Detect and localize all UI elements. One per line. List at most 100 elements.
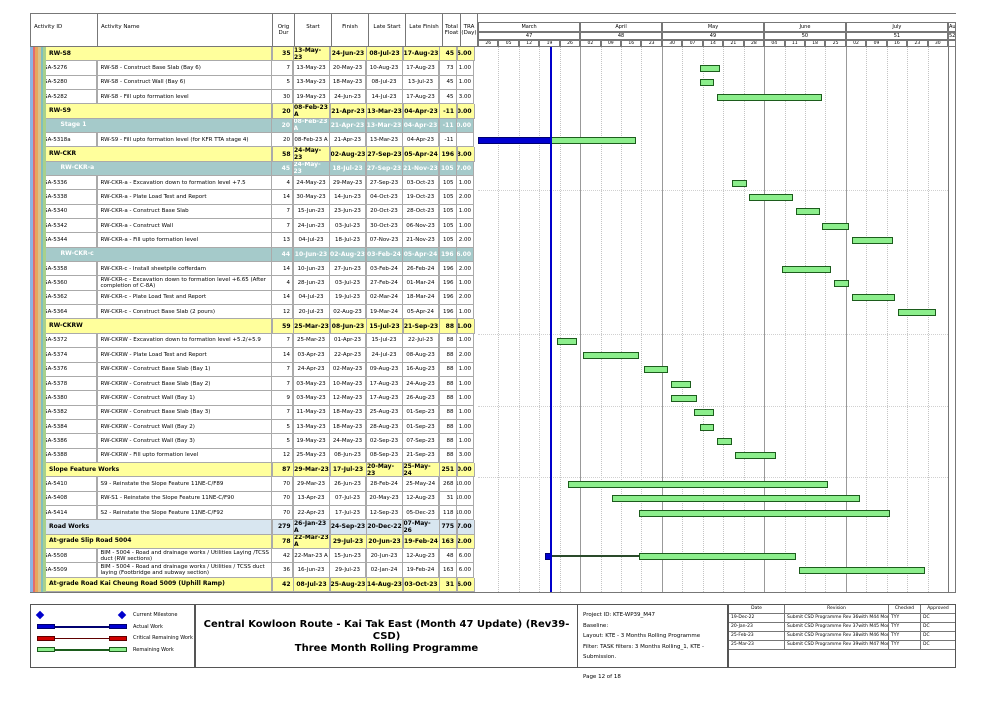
programme-title-line1: Central Kowloon Route - Kai Tak East (Mo… — [203, 619, 570, 642]
tra-days: 6.00 — [456, 247, 474, 263]
total-float: 105 — [438, 233, 457, 248]
bar-segment-icon — [37, 647, 55, 652]
column-header-late-start: Late Start — [368, 13, 405, 47]
late-finish-date: 05-Apr-24 — [402, 147, 440, 162]
table-row: SA-5382 RW-CKRW - Construct Base Slab (Ba… — [30, 405, 478, 420]
start-date: 20-Jul-23 — [292, 305, 330, 320]
week-gridline — [600, 47, 602, 592]
week-start-label: 09 — [866, 40, 887, 47]
activity-name: RW-CKRW - Construct Base Slab (Bay 3) — [96, 405, 272, 420]
week-gridline — [825, 47, 827, 592]
late-start-date: 20-May-23 — [366, 462, 403, 478]
late-finish-date: 08-Aug-23 — [402, 348, 439, 363]
late-finish-date: 06-Nov-23 — [402, 219, 439, 234]
late-start-date: 13-Mar-23 — [365, 118, 403, 134]
total-float: -11 — [438, 133, 457, 148]
finish-date: 08-Jun-23 — [329, 319, 367, 334]
total-float: 118 — [438, 505, 457, 521]
tra-days: 1.00 — [456, 75, 474, 90]
total-float: 45 — [439, 47, 457, 62]
group-row: RW-CKRW 59 25-Mar-23 08-Jun-23 15-Jul-23 21-S… — [30, 319, 478, 334]
revision-approved: DC — [921, 632, 955, 641]
activity-name: RW-CKR-c - Plate Load Test and Report — [96, 290, 272, 306]
legend-label: Actual Work — [133, 623, 163, 630]
week-start-label: 26 — [478, 40, 499, 47]
total-float: 31 — [438, 491, 457, 506]
finish-date: 07-Jul-23 — [329, 491, 366, 506]
start-date: 22-Apr-23 — [292, 505, 330, 521]
finish-date: 02-Aug-23 — [329, 247, 366, 263]
table-row: SA-5372 RW-CKRW - Excavation down to form… — [30, 333, 478, 349]
tra-days — [456, 133, 474, 148]
gantt-bar-remaining — [550, 136, 636, 144]
orig-dur: 59 — [271, 319, 294, 334]
bar-segment-icon — [109, 624, 127, 629]
month-gridline — [580, 47, 582, 592]
revision-date: 25-Feb-23 — [729, 632, 785, 641]
legend-label: Remaining Work — [133, 646, 174, 653]
week-gridline — [641, 47, 643, 592]
late-start-date: 20-Jun-23 — [366, 534, 403, 549]
finish-date: 29-May-23 — [329, 176, 366, 191]
start-date: 13-May-23 — [292, 75, 330, 90]
late-start-date: 08-Jul-23 — [366, 47, 403, 62]
tra-days: 1.00 — [456, 61, 474, 76]
month-gridline — [661, 47, 663, 592]
start-date: 13-May-23 — [292, 61, 330, 76]
finish-date: 15-Jun-23 — [329, 548, 366, 564]
finish-date: 03-Jul-23 — [329, 219, 366, 234]
revision-date: 19-Dec-22 — [729, 614, 785, 623]
orig-dur: 279 — [271, 520, 294, 535]
week-start-label: 07 — [682, 40, 703, 47]
finish-date: 21-Apr-23 — [329, 104, 367, 119]
week-gridline — [804, 47, 806, 592]
late-finish-date: 04-Apr-23 — [402, 133, 439, 148]
group-name: Slope Feature Works — [30, 462, 272, 478]
gantt-bar-remaining — [851, 294, 896, 302]
activity-name: RW-CKRW - Construct Base Slab (Bay 1) — [96, 362, 272, 377]
orig-dur: 78 — [271, 534, 294, 549]
bar-segment-icon — [109, 647, 127, 652]
table-row: SA-5318a RW-S9 - Fill upto formation leve… — [30, 133, 478, 148]
total-float: 105 — [438, 176, 457, 191]
revision-row: 20-Jan-23 Submit CSD Programme Rev 37with… — [729, 623, 955, 632]
orig-dur: 7 — [271, 204, 293, 220]
week-gridline — [539, 47, 541, 592]
late-start-date: 20-May-23 — [365, 491, 403, 506]
table-row: SA-5410 S9 - Reinstate the Slope Feature … — [30, 477, 478, 492]
orig-dur: 7 — [271, 333, 293, 349]
activity-name: RW-CKR-c - Install sheetpile cofferdam — [96, 262, 272, 277]
column-header-late-finish: Late Finish — [405, 13, 442, 47]
late-finish-date: 05-Apr-24 — [402, 305, 439, 320]
week-start-label: 21 — [723, 40, 744, 47]
border-line — [30, 13, 956, 14]
group-row: Road Works 279 26-Jan-23 A 24-Sep-23 20-Dec-… — [30, 520, 478, 535]
start-date: 08-Feb-23 A — [293, 104, 330, 119]
finish-date: 26-Jun-23 — [329, 477, 366, 492]
finish-date: 27-Jun-23 — [329, 262, 366, 277]
finish-date: 01-Apr-23 — [329, 333, 366, 349]
activity-name: RW-S8 - Construct Wall (Bay 6) — [96, 75, 272, 90]
activity-name: RW-S1 - Reinstate the Slope Feature 11NE… — [96, 491, 272, 506]
tra-days: 5.00 — [456, 47, 475, 62]
week-start-label: 16 — [886, 40, 908, 47]
table-row: SA-5388 RW-CKRW - Fill upto formation lev… — [30, 448, 478, 463]
finish-date: 17-Jul-23 — [329, 505, 366, 521]
group-band-stripe — [32, 47, 36, 592]
late-finish-date: 12-Aug-23 — [402, 548, 439, 564]
activity-name: RW-CKR-a - Fill upto formation level — [96, 233, 272, 248]
tra-days: 0.00 — [456, 104, 475, 119]
orig-dur: 4 — [271, 276, 293, 291]
table-row: SA-5336 RW-CKR-a - Excavation down to for… — [30, 176, 478, 191]
activity-name: RW-CKRW - Construct Wall (Bay 1) — [96, 391, 272, 406]
group-name: Stage 1 — [41, 118, 272, 134]
tra-days: 77.00 — [456, 520, 475, 535]
revision-approved: DC — [921, 641, 955, 650]
group-row: At-grade Slip Road 5004 78 22-Mar-23 A 29-J… — [30, 534, 478, 549]
group-band-stripe — [43, 47, 46, 592]
start-date: 28-Jun-23 — [292, 276, 330, 291]
activity-name: BIM - 5004 - Road and drainage works / U… — [96, 563, 272, 578]
column-header-start: Start — [294, 13, 331, 47]
late-start-date: 27-Sep-23 — [365, 161, 403, 177]
late-start-date: 10-Aug-23 — [365, 61, 403, 76]
